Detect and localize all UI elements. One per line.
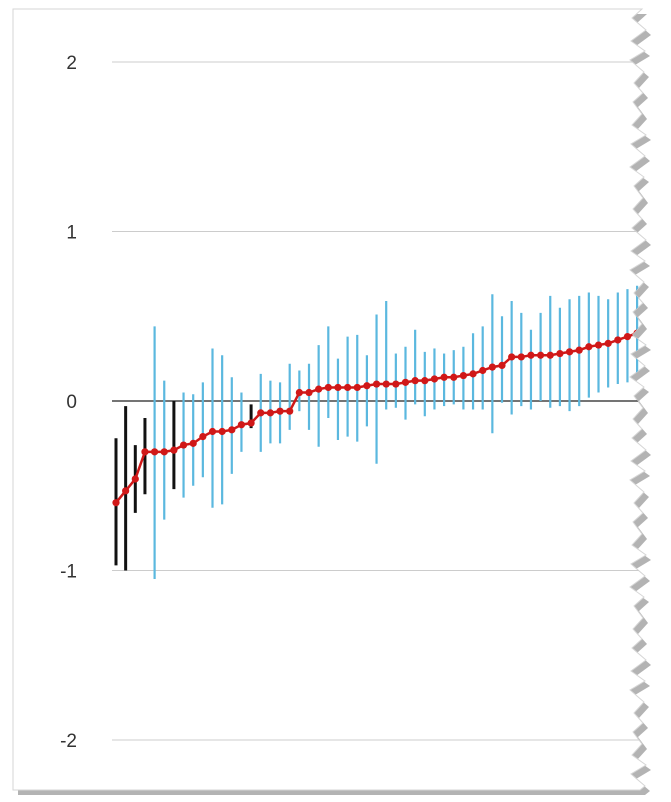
gridlines xyxy=(112,61,646,741)
data-point xyxy=(546,351,554,359)
y-tick-label: 0 xyxy=(66,392,77,413)
y-tick-label: 1 xyxy=(66,223,77,244)
y-tick-label: -2 xyxy=(60,731,77,752)
data-point xyxy=(315,385,323,393)
page-paper xyxy=(12,8,647,791)
data-point xyxy=(353,383,361,392)
data-point xyxy=(179,441,188,449)
plot-area: 2 1 0 -1 -2 xyxy=(60,53,646,752)
data-point xyxy=(324,383,332,392)
y-tick-label: -1 xyxy=(60,562,77,583)
data-point xyxy=(392,380,400,388)
data-point xyxy=(372,380,381,388)
data-point xyxy=(517,353,525,361)
data-point xyxy=(305,388,313,397)
data-point xyxy=(122,487,130,495)
data-point xyxy=(556,349,564,358)
data-point xyxy=(266,409,274,417)
data-point xyxy=(334,383,342,392)
data-point xyxy=(430,375,439,383)
data-point xyxy=(594,341,603,349)
data-point xyxy=(604,339,612,347)
data-point xyxy=(257,409,265,417)
data-point xyxy=(479,366,487,375)
data-point xyxy=(411,377,419,385)
data-point xyxy=(363,382,371,390)
data-point xyxy=(295,388,303,397)
data-point xyxy=(565,348,574,356)
data-point xyxy=(218,427,226,436)
data-point xyxy=(160,448,168,456)
data-point xyxy=(141,448,149,456)
data-point xyxy=(276,407,284,415)
data-point xyxy=(488,363,496,371)
data-point xyxy=(131,475,139,483)
data-point xyxy=(537,351,545,359)
data-point xyxy=(459,371,467,380)
data-point xyxy=(440,373,448,381)
data-point xyxy=(170,446,178,454)
data-point xyxy=(527,351,535,359)
data-point xyxy=(199,432,207,441)
data-point xyxy=(469,370,477,378)
data-point xyxy=(508,353,516,361)
data-point xyxy=(344,383,352,392)
data-point xyxy=(208,427,217,436)
data-point xyxy=(189,439,197,447)
data-point xyxy=(401,378,410,386)
data-point xyxy=(450,373,458,381)
data-point xyxy=(237,421,246,429)
data-point xyxy=(151,448,159,456)
data-point xyxy=(421,377,429,385)
data-point xyxy=(498,361,506,370)
data-point xyxy=(614,336,622,344)
data-point xyxy=(575,346,583,354)
data-point xyxy=(112,499,120,507)
data-point xyxy=(228,426,236,434)
data-point xyxy=(585,343,593,351)
y-axis-tick-labels: 2 1 0 -1 -2 xyxy=(60,53,77,752)
data-point xyxy=(247,419,255,427)
data-point xyxy=(382,380,390,388)
y-tick-label: 2 xyxy=(66,53,77,74)
data-point xyxy=(286,407,294,415)
data-point xyxy=(623,332,632,341)
